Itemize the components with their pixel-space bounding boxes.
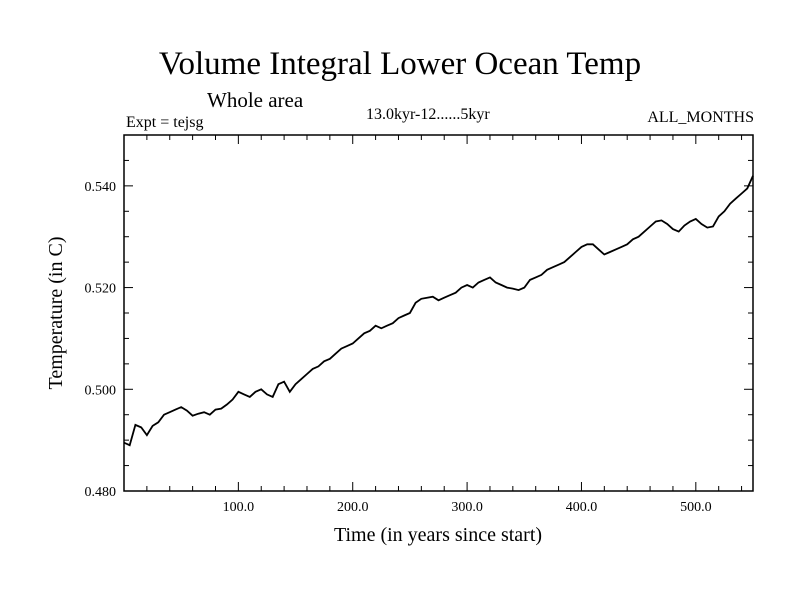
period-label: 13.0kyr-12......5kyr xyxy=(366,106,490,123)
y-axis: 0.480 0.500 0.520 0.540 xyxy=(85,134,753,500)
plot-frame xyxy=(123,134,754,492)
y-tick-label: 0.480 xyxy=(85,485,117,500)
experiment-label: Expt = tejsg xyxy=(126,114,204,131)
temperature-series-line xyxy=(123,175,754,447)
x-axis-label: Time (in years since start) xyxy=(334,524,542,546)
x-axis: 100.0 200.0 300.0 400.0 500.0 xyxy=(146,135,743,515)
chart-title: Volume Integral Lower Ocean Temp xyxy=(158,46,642,82)
y-axis-label: Temperature (in C) xyxy=(45,237,67,390)
x-tick-label: 200.0 xyxy=(337,500,369,515)
x-tick-label: 100.0 xyxy=(223,500,255,515)
months-label: ALL_MONTHS xyxy=(647,109,754,126)
x-tick-label: 400.0 xyxy=(566,500,598,515)
x-tick-label: 300.0 xyxy=(451,500,483,515)
y-tick-label: 0.500 xyxy=(85,383,117,398)
chart-subtitle: Whole area xyxy=(207,88,304,112)
y-tick-label: 0.520 xyxy=(85,282,117,297)
x-tick-label: 500.0 xyxy=(680,500,712,515)
y-tick-label: 0.540 xyxy=(85,180,117,195)
